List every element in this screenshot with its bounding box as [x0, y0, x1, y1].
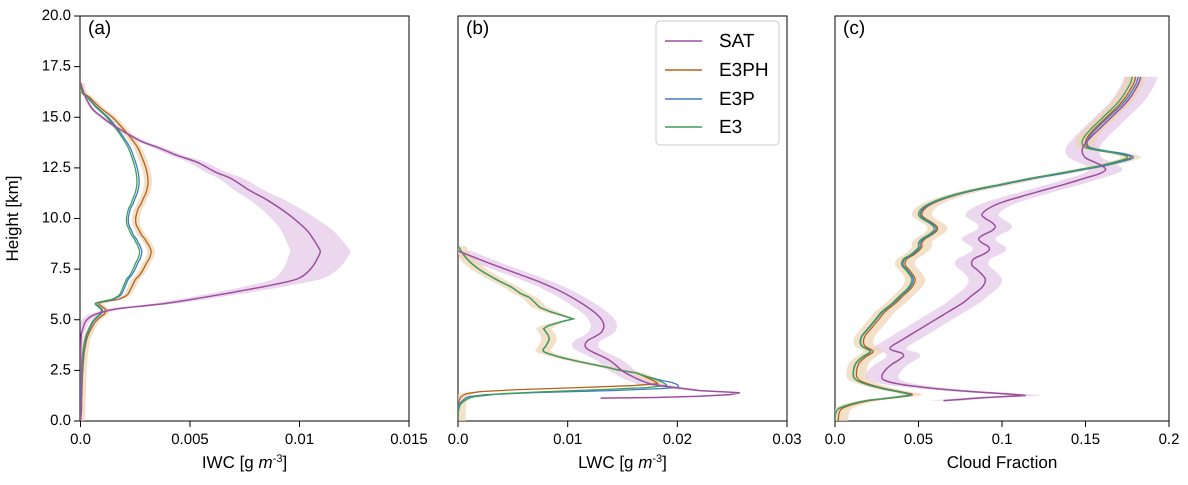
- svg-text:15.0: 15.0: [42, 108, 71, 125]
- svg-text:0.0: 0.0: [448, 431, 469, 448]
- svg-text:0.15: 0.15: [1071, 431, 1100, 448]
- svg-text:10.0: 10.0: [42, 210, 71, 227]
- svg-text:0.02: 0.02: [663, 431, 692, 448]
- svg-text:12.5: 12.5: [42, 159, 71, 176]
- svg-text:0.1: 0.1: [992, 431, 1013, 448]
- svg-text:(a): (a): [88, 18, 111, 39]
- svg-text:0.0: 0.0: [50, 412, 71, 429]
- svg-text:(c): (c): [843, 18, 865, 39]
- svg-text:LWC [g m-3]: LWC [g m-3]: [578, 453, 667, 472]
- svg-text:E3PH: E3PH: [719, 60, 769, 81]
- svg-text:0.015: 0.015: [390, 431, 428, 448]
- svg-text:E3P: E3P: [719, 89, 755, 110]
- svg-text:7.5: 7.5: [50, 260, 71, 277]
- svg-text:0.01: 0.01: [285, 431, 314, 448]
- svg-text:20.0: 20.0: [42, 7, 71, 24]
- svg-text:Height [km]: Height [km]: [3, 176, 22, 262]
- svg-text:5.0: 5.0: [50, 311, 71, 328]
- svg-text:0.2: 0.2: [1159, 431, 1180, 448]
- svg-text:0.03: 0.03: [772, 431, 801, 448]
- svg-text:E3: E3: [719, 117, 742, 138]
- svg-text:IWC [g m-3]: IWC [g m-3]: [202, 453, 287, 472]
- svg-text:0.0: 0.0: [70, 431, 91, 448]
- svg-text:SAT: SAT: [719, 31, 755, 52]
- svg-text:0.0: 0.0: [825, 431, 846, 448]
- svg-text:Cloud Fraction: Cloud Fraction: [947, 453, 1058, 472]
- svg-text:0.01: 0.01: [553, 431, 582, 448]
- svg-text:(b): (b): [466, 18, 489, 39]
- svg-text:2.5: 2.5: [50, 361, 71, 378]
- svg-text:0.005: 0.005: [171, 431, 209, 448]
- svg-text:0.05: 0.05: [904, 431, 933, 448]
- svg-text:17.5: 17.5: [42, 58, 71, 75]
